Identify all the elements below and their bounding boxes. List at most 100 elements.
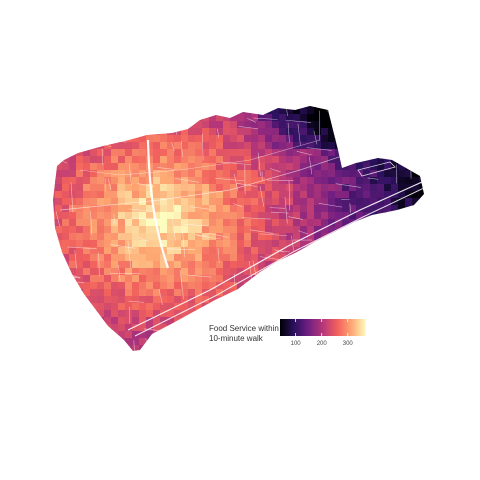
heat-cell (363, 142, 371, 150)
heat-cell (237, 198, 245, 206)
heat-cell (321, 282, 329, 290)
heat-cell (153, 289, 161, 297)
heat-cell (174, 106, 182, 108)
heat-cell (153, 247, 161, 255)
heat-cell (251, 128, 259, 136)
street-segment (128, 163, 132, 186)
heat-cell (370, 219, 378, 227)
heat-cell (209, 310, 217, 318)
street-segment (194, 234, 208, 237)
heat-cell (90, 310, 98, 318)
heat-cell (53, 156, 56, 164)
heat-cell (244, 226, 252, 234)
heat-cell (244, 198, 252, 206)
heat-cell (286, 149, 294, 157)
heat-cell (384, 156, 392, 164)
heat-cell (53, 106, 56, 108)
heat-cell (258, 219, 266, 227)
heat-cell (97, 205, 105, 213)
heat-cell (391, 114, 399, 122)
heat-cell (188, 170, 196, 178)
heat-cell (160, 275, 168, 283)
heat-cell (321, 198, 329, 206)
heat-cell (286, 170, 294, 178)
heat-cell (405, 163, 413, 171)
street-segment (368, 297, 373, 319)
heat-cell (202, 240, 210, 248)
heat-cell (55, 170, 63, 178)
heat-cell (202, 345, 210, 351)
heat-cell (426, 317, 434, 325)
heat-cell (349, 121, 357, 129)
heat-cell (279, 226, 287, 234)
heat-cell (412, 142, 420, 150)
heat-cell (62, 352, 70, 360)
heat-cell (160, 177, 168, 185)
heat-cell (370, 268, 378, 276)
heat-cell (223, 184, 231, 192)
heat-cell (314, 198, 322, 206)
street-segment (171, 142, 175, 152)
heat-cell (377, 163, 385, 171)
heat-cell (384, 128, 392, 136)
heat-cell (209, 247, 217, 255)
heat-cell (53, 254, 56, 262)
heat-cell (111, 142, 119, 150)
heat-cell (69, 184, 77, 192)
heat-cell (244, 296, 252, 304)
heat-cell (146, 303, 154, 311)
heat-cell (356, 128, 364, 136)
heat-cell (181, 149, 189, 157)
heat-cell (209, 114, 217, 122)
heat-cell (167, 282, 175, 290)
heat-cell (83, 106, 91, 108)
heat-cell (181, 198, 189, 206)
heat-cell (412, 156, 420, 164)
heat-cell (426, 156, 434, 164)
heat-cell (230, 177, 238, 185)
heat-cell (300, 352, 308, 360)
heat-cell (286, 156, 294, 164)
heat-cell (216, 233, 224, 241)
heat-cell (97, 338, 105, 346)
street-segment (318, 203, 343, 208)
heat-cell (76, 254, 84, 262)
heat-cell (251, 184, 259, 192)
heat-cell (118, 170, 126, 178)
heat-cell (188, 296, 196, 304)
heat-cell (53, 303, 56, 311)
heat-cell (125, 345, 133, 351)
heat-cell (174, 184, 182, 192)
heat-cell (53, 296, 56, 304)
heat-cell (55, 345, 63, 351)
heat-cell (111, 184, 119, 192)
heat-cell (160, 338, 168, 346)
heat-cell (125, 198, 133, 206)
heat-cell (314, 289, 322, 297)
heat-cell (223, 191, 231, 199)
heat-cell (132, 289, 140, 297)
heat-cell (300, 121, 308, 129)
heat-cell (62, 240, 70, 248)
heat-cell (286, 240, 294, 248)
heat-cell (132, 163, 140, 171)
street-segment (270, 211, 289, 214)
heat-cell (370, 142, 378, 150)
heat-cell (265, 114, 273, 122)
heat-cell (188, 254, 196, 262)
heat-cell (356, 303, 364, 311)
heat-cell (216, 296, 224, 304)
heat-cell (174, 177, 182, 185)
heat-cell (90, 289, 98, 297)
heat-cell (76, 128, 84, 136)
heat-cell (426, 240, 434, 248)
heat-cell (209, 352, 217, 360)
heat-cell (419, 106, 424, 108)
heat-cell (153, 345, 161, 351)
heat-cell (328, 184, 336, 192)
heat-cell (62, 289, 70, 297)
heat-cell (405, 296, 413, 304)
heat-cell (342, 106, 350, 108)
heat-cell (356, 296, 364, 304)
